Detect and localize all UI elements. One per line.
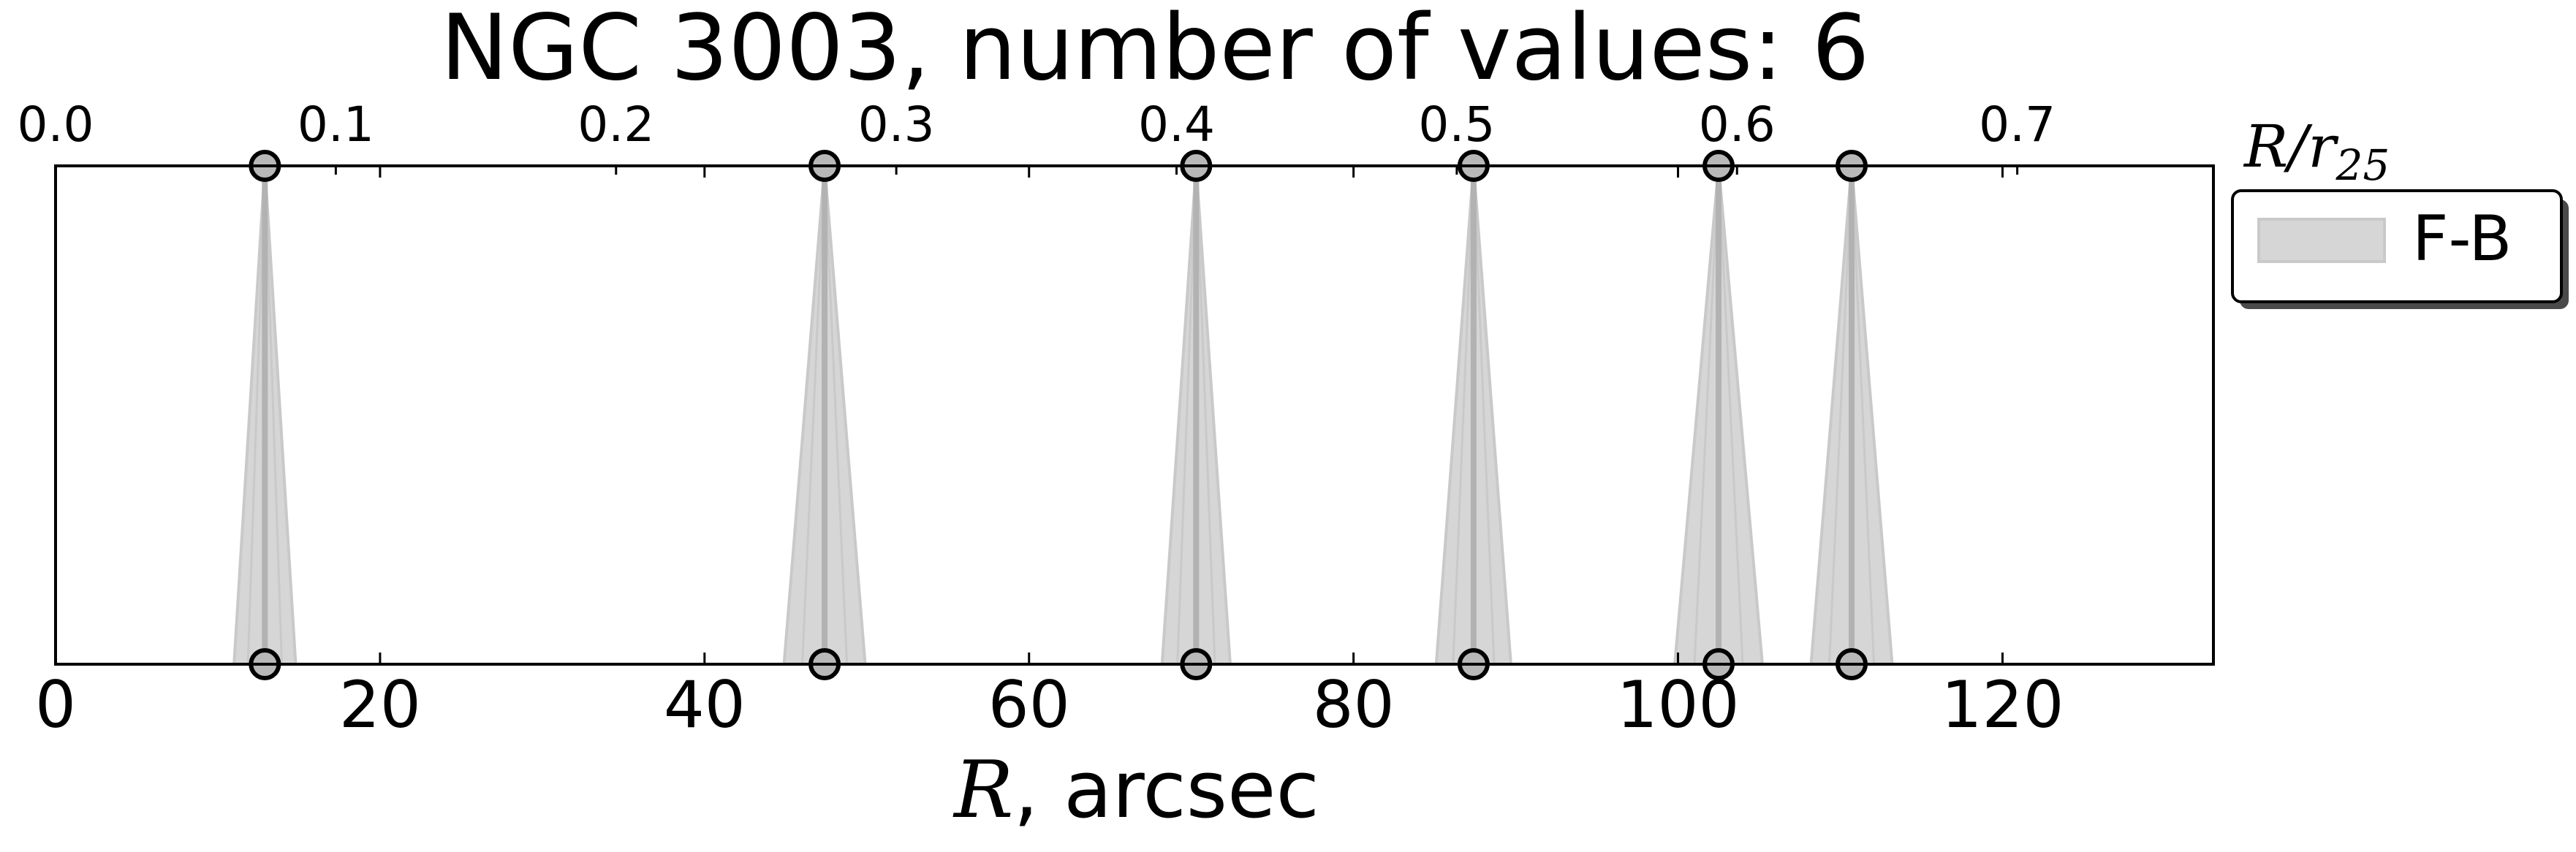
- plot-frame: [54, 164, 2215, 666]
- x-axis-label-unit: , arcsec: [1013, 745, 1319, 836]
- legend: F-B: [2231, 189, 2569, 309]
- legend-label: F-B: [2412, 202, 2512, 275]
- top-tick-label-6: 0.6: [1699, 96, 1776, 153]
- x-tick-label-6: 120: [1941, 667, 2064, 742]
- top-tick-label-3: 0.3: [858, 96, 935, 153]
- x-tick-label-5: 100: [1617, 667, 1740, 742]
- x-tick-label-0: 0: [35, 667, 76, 742]
- top-tick-label-2: 0.2: [577, 96, 654, 153]
- x-tick-label-3: 60: [988, 667, 1070, 742]
- top-tick-label-0: 0.0: [18, 96, 94, 153]
- top-axis-label-subscript: 25: [2335, 140, 2390, 190]
- top-x-axis: 0.0 0.1 0.2 0.3 0.4 0.5 0.6 0.7: [18, 96, 2056, 175]
- x-axis-label: R, arcsec: [952, 745, 1319, 836]
- chart-title: NGC 3003, number of values: 6: [441, 0, 1870, 101]
- x-tick-label-4: 80: [1313, 667, 1395, 742]
- x-axis-label-variable: R: [952, 745, 1013, 836]
- top-tick-label-5: 0.5: [1418, 96, 1495, 153]
- x-tick-label-1: 20: [339, 667, 421, 742]
- legend-swatch: [2257, 218, 2386, 263]
- top-tick-label-4: 0.4: [1138, 96, 1215, 153]
- top-axis-label: R/r25: [2243, 113, 2390, 190]
- top-tick-label-7: 0.7: [1979, 96, 2056, 153]
- top-axis-label-variable: R/r: [2243, 113, 2339, 180]
- x-tick-label-2: 40: [664, 667, 746, 742]
- chart-marks: [232, 150, 1894, 680]
- bottom-x-axis: 0 20 40 60 80 100 120: [35, 166, 2064, 742]
- top-tick-label-1: 0.1: [298, 96, 374, 153]
